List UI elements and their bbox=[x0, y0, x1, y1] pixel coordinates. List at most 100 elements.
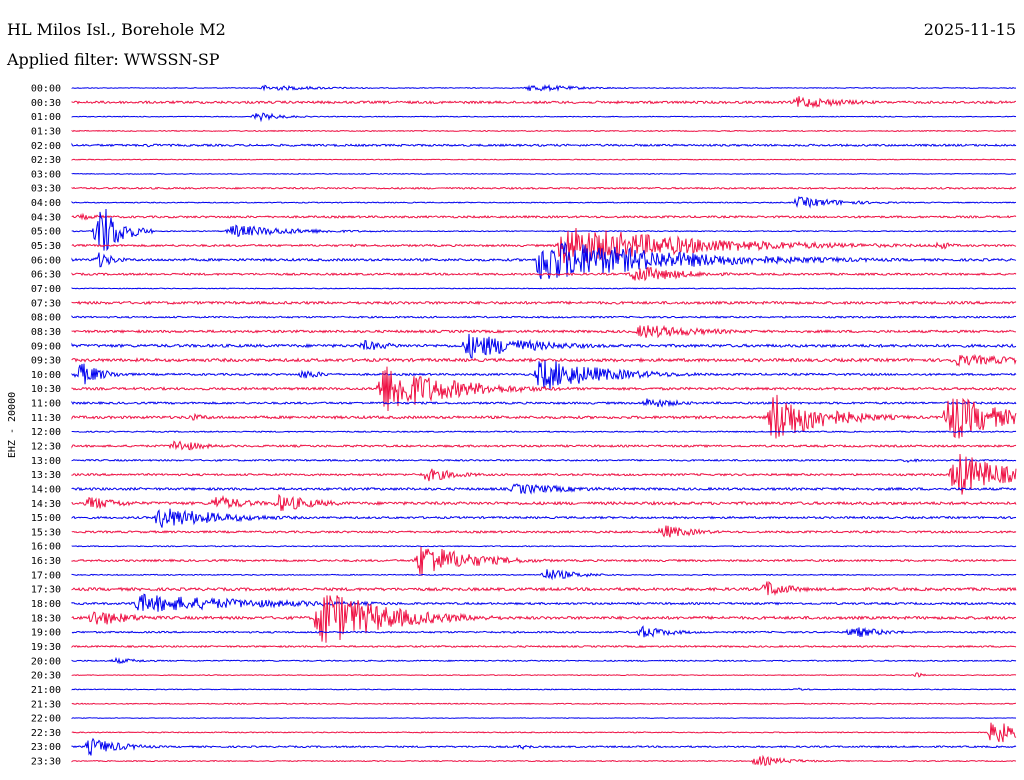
time-tick-label: 13:00 bbox=[31, 456, 61, 467]
trace-row-0830 bbox=[71, 324, 1017, 339]
time-tick-label: 06:30 bbox=[31, 270, 61, 281]
time-tick-label: 18:00 bbox=[31, 599, 61, 610]
date-label: 2025-11-15 bbox=[923, 20, 1016, 39]
trace-row-2200 bbox=[71, 717, 1017, 720]
trace-row-1730 bbox=[71, 581, 1017, 597]
trace-row-0930 bbox=[71, 353, 1017, 367]
time-tick-label: 17:30 bbox=[31, 585, 61, 596]
time-tick-label: 22:30 bbox=[31, 728, 61, 739]
trace-row-1200 bbox=[71, 430, 1017, 433]
trace-row-0430 bbox=[71, 212, 1017, 221]
time-tick-label: 22:00 bbox=[31, 714, 61, 725]
time-tick-label: 15:30 bbox=[31, 527, 61, 538]
trace-row-0700 bbox=[71, 287, 1017, 290]
trace-row-0400 bbox=[71, 196, 1017, 209]
time-tick-label: 02:30 bbox=[31, 155, 61, 166]
trace-row-1530 bbox=[71, 525, 1017, 538]
time-tick-label: 01:00 bbox=[31, 112, 61, 123]
time-tick-label: 23:30 bbox=[31, 757, 61, 768]
trace-row-1430 bbox=[71, 493, 1017, 511]
trace-row-1030 bbox=[71, 366, 1017, 412]
trace-row-1930 bbox=[71, 644, 1017, 649]
time-tick-label: 16:00 bbox=[31, 542, 61, 553]
time-tick-label: 23:00 bbox=[31, 742, 61, 753]
time-tick-label: 12:30 bbox=[31, 442, 61, 453]
trace-row-0100 bbox=[71, 112, 1017, 123]
time-tick-label: 19:30 bbox=[31, 642, 61, 653]
trace-row-0800 bbox=[71, 315, 1017, 319]
trace-row-0530 bbox=[71, 227, 1017, 264]
time-tick-label: 09:30 bbox=[31, 356, 61, 367]
time-tick-label: 10:30 bbox=[31, 384, 61, 395]
trace-row-2130 bbox=[71, 702, 1017, 705]
time-tick-labels: 00:00 00:30 01:00 01:30 02:00 02:30 03:00 03:30… bbox=[31, 84, 61, 768]
trace-row-1600 bbox=[71, 545, 1017, 548]
trace-row-0730 bbox=[71, 300, 1017, 306]
trace-row-0630 bbox=[71, 266, 1017, 282]
trace-row-2100 bbox=[71, 687, 1017, 691]
trace-row-0330 bbox=[71, 186, 1017, 190]
time-tick-label: 01:30 bbox=[31, 126, 61, 137]
station-title: HL Milos Isl., Borehole M2 bbox=[7, 20, 226, 39]
trace-row-1100 bbox=[71, 398, 1017, 408]
trace-row-2300 bbox=[71, 737, 1017, 756]
time-tick-label: 15:00 bbox=[31, 513, 61, 524]
time-tick-label: 07:00 bbox=[31, 284, 61, 295]
trace-row-0000 bbox=[71, 84, 1017, 92]
trace-row-2030 bbox=[71, 672, 1017, 678]
time-tick-label: 10:00 bbox=[31, 370, 61, 381]
time-tick-label: 16:30 bbox=[31, 556, 61, 567]
time-tick-label: 00:00 bbox=[31, 84, 61, 95]
trace-row-1630 bbox=[71, 546, 1017, 576]
trace-row-0500 bbox=[71, 208, 1017, 252]
trace-row-0230 bbox=[71, 158, 1017, 161]
trace-row-2230 bbox=[71, 722, 1017, 743]
time-tick-label: 05:00 bbox=[31, 227, 61, 238]
time-tick-label: 17:00 bbox=[31, 570, 61, 581]
time-tick-label: 21:00 bbox=[31, 685, 61, 696]
trace-row-2000 bbox=[71, 656, 1017, 665]
time-tick-label: 07:30 bbox=[31, 298, 61, 309]
time-tick-label: 14:30 bbox=[31, 499, 61, 510]
time-tick-label: 04:30 bbox=[31, 212, 61, 223]
trace-row-0130 bbox=[71, 129, 1017, 133]
trace-group bbox=[71, 84, 1017, 767]
time-tick-label: 03:00 bbox=[31, 169, 61, 180]
time-tick-label: 09:00 bbox=[31, 341, 61, 352]
time-tick-label: 19:00 bbox=[31, 628, 61, 639]
time-tick-label: 00:30 bbox=[31, 98, 61, 109]
trace-row-2330 bbox=[71, 754, 1017, 767]
trace-row-1230 bbox=[71, 440, 1017, 451]
time-tick-label: 21:30 bbox=[31, 699, 61, 710]
time-tick-label: 20:00 bbox=[31, 656, 61, 667]
time-tick-label: 08:00 bbox=[31, 313, 61, 324]
trace-row-1900 bbox=[71, 625, 1017, 638]
trace-row-1500 bbox=[71, 508, 1017, 528]
time-tick-label: 11:30 bbox=[31, 413, 61, 424]
trace-row-0900 bbox=[71, 333, 1017, 359]
filter-label: Applied filter: WWSSN-SP bbox=[7, 50, 220, 69]
time-tick-label: 05:30 bbox=[31, 241, 61, 252]
trace-row-1830 bbox=[71, 595, 1017, 643]
trace-row-1000 bbox=[71, 360, 1017, 390]
time-tick-label: 20:30 bbox=[31, 671, 61, 682]
trace-row-0200 bbox=[71, 142, 1017, 148]
trace-row-0600 bbox=[71, 241, 1017, 280]
time-tick-label: 14:00 bbox=[31, 484, 61, 495]
trace-row-1400 bbox=[71, 483, 1017, 495]
time-tick-label: 08:30 bbox=[31, 327, 61, 338]
time-tick-label: 11:00 bbox=[31, 399, 61, 410]
trace-row-1800 bbox=[71, 593, 1017, 612]
time-tick-label: 13:30 bbox=[31, 470, 61, 481]
time-tick-label: 18:30 bbox=[31, 613, 61, 624]
channel-axis-label: EHZ - 20000 bbox=[7, 392, 18, 458]
time-tick-label: 03:30 bbox=[31, 184, 61, 195]
trace-row-1130 bbox=[71, 394, 1017, 439]
trace-row-1300 bbox=[71, 458, 1017, 464]
trace-row-1700 bbox=[71, 569, 1017, 581]
time-tick-label: 04:00 bbox=[31, 198, 61, 209]
trace-row-0030 bbox=[71, 96, 1017, 109]
trace-row-1330 bbox=[71, 454, 1017, 495]
time-tick-label: 02:00 bbox=[31, 141, 61, 152]
